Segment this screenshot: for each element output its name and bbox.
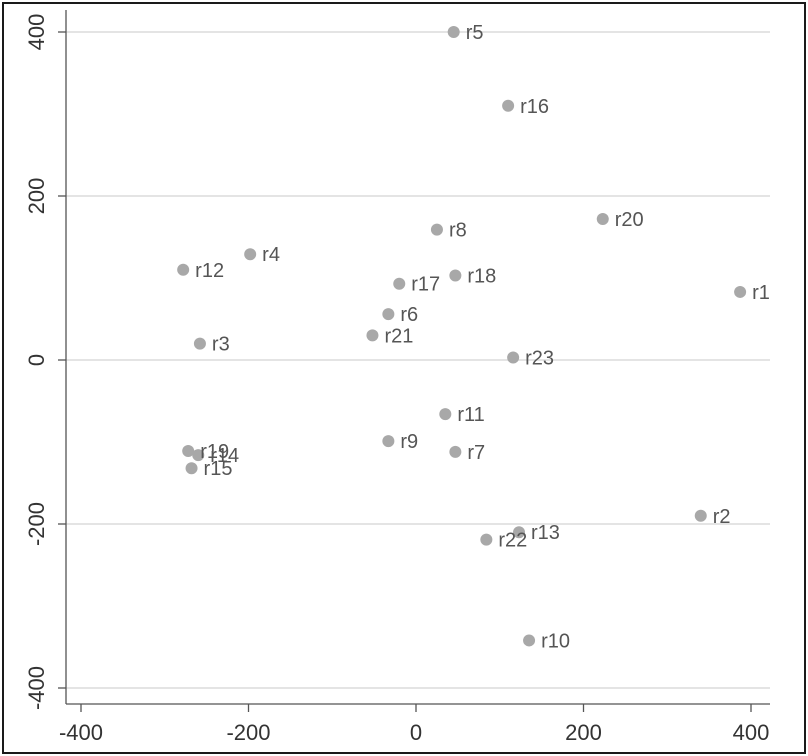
point-label-r12: r12 <box>195 260 224 282</box>
x-tick-label: -400 <box>59 720 103 745</box>
scatter-point-r21 <box>366 329 379 342</box>
scatter-point-r8 <box>430 223 443 236</box>
point-label-r21: r21 <box>384 325 413 347</box>
scatter-point-r7 <box>449 445 462 458</box>
point-label-r13: r13 <box>531 522 560 544</box>
y-tick-label: -200 <box>24 502 49 546</box>
y-tick-label: 400 <box>24 14 49 51</box>
point-label-r18: r18 <box>467 266 496 288</box>
x-tick-label: 400 <box>733 720 770 745</box>
x-tick-label: -200 <box>226 720 270 745</box>
scatter-point-r11 <box>439 408 452 421</box>
scatter-point-r1 <box>734 285 747 298</box>
point-label-r20: r20 <box>615 209 644 231</box>
point-label-r23: r23 <box>525 348 554 370</box>
scatter-point-r17 <box>393 277 406 290</box>
point-label-r5: r5 <box>466 22 484 44</box>
point-label-r2: r2 <box>713 506 731 528</box>
scatter-point-r14 <box>192 449 205 462</box>
axes: -400 -200 0 200 400 -400 -200 0 200 400 <box>24 10 770 745</box>
point-label-r14: r14 <box>210 445 239 467</box>
point-label-r4: r4 <box>262 244 280 266</box>
point-label-r7: r7 <box>467 442 485 464</box>
scatter-point-r3 <box>193 337 206 350</box>
scatter-point-r13 <box>513 526 526 539</box>
scatter-point-r6 <box>382 308 395 321</box>
y-tick-label: 200 <box>24 178 49 215</box>
point-label-r17: r17 <box>411 274 440 296</box>
scatter-point-r4 <box>244 248 257 261</box>
scatter-point-r18 <box>449 269 462 282</box>
x-tick-label: 200 <box>565 720 602 745</box>
scatter-point-r10 <box>523 634 536 647</box>
point-label-r8: r8 <box>449 220 467 242</box>
y-tick-label: -400 <box>24 666 49 710</box>
scatter-point-r16 <box>502 99 515 112</box>
point-label-r22: r22 <box>498 530 527 552</box>
point-label-r9: r9 <box>400 431 418 453</box>
point-label-r19: r19 <box>200 441 229 463</box>
scatter-point-r15 <box>185 462 198 475</box>
point-label-r3: r3 <box>212 334 230 356</box>
point-label-r6: r6 <box>400 304 418 326</box>
data-points <box>177 26 747 647</box>
scatter-point-r2 <box>694 509 707 522</box>
x-tick-label: 0 <box>410 720 422 745</box>
scatter-point-r12 <box>177 263 190 276</box>
point-label-r1: r1 <box>752 282 770 304</box>
grid-lines <box>66 31 770 689</box>
scatter-point-r5 <box>447 26 460 38</box>
scatter-point-r19 <box>182 445 195 458</box>
scatter-point-r20 <box>596 212 609 225</box>
point-label-r15: r15 <box>204 458 233 480</box>
point-label-r16: r16 <box>520 96 549 118</box>
point-label-r11: r11 <box>457 404 484 426</box>
scatter-point-r22 <box>480 533 493 546</box>
y-tick-label: 0 <box>24 354 49 366</box>
scatter-point-r9 <box>382 435 395 448</box>
point-label-r10: r10 <box>541 630 570 652</box>
scatter-point-r23 <box>507 351 520 364</box>
